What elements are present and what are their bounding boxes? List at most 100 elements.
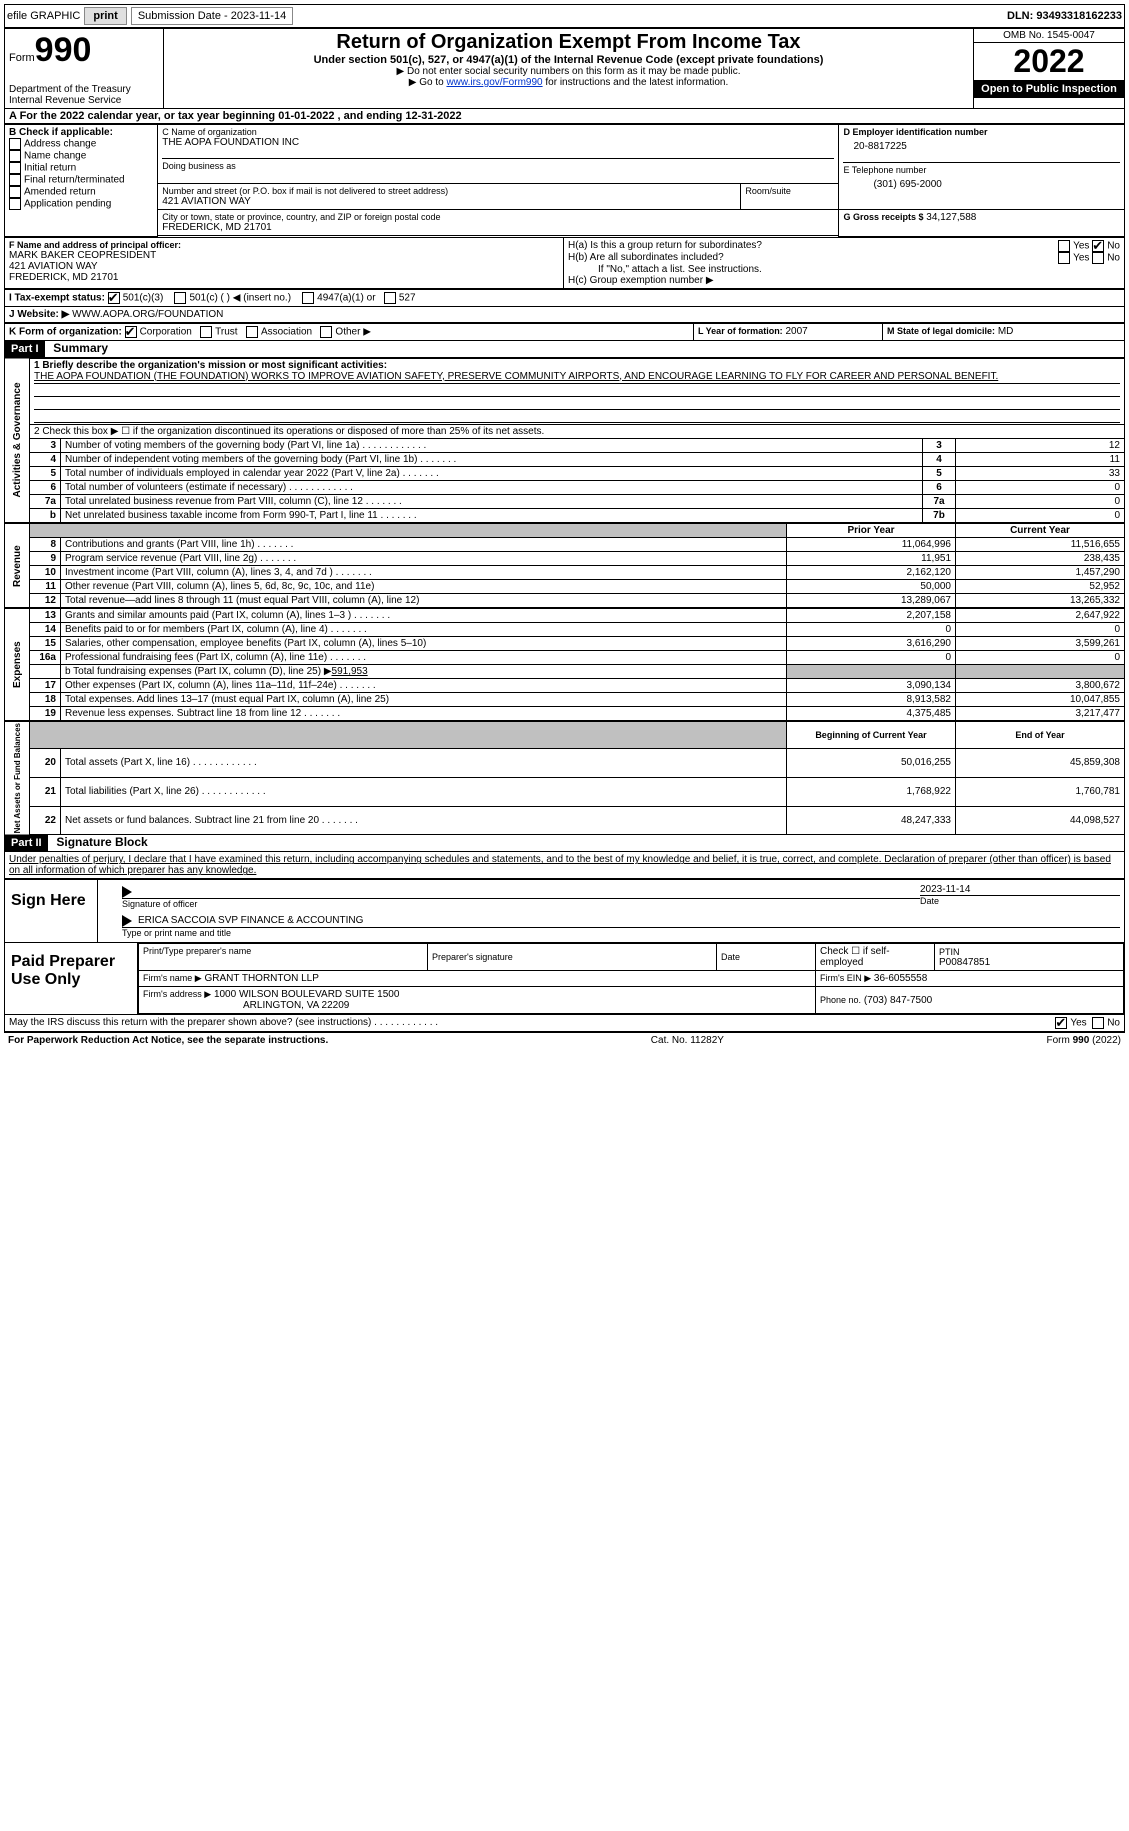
ln8-num: 8 xyxy=(30,538,61,552)
line-10: 10Investment income (Part VIII, column (… xyxy=(5,566,1125,580)
ln21-end: 1,760,781 xyxy=(956,777,1125,806)
hb-yes-check[interactable] xyxy=(1058,252,1070,264)
ln21-text: Total liabilities (Part X, line 26) xyxy=(65,786,266,797)
ln12-text: Total revenue—add lines 8 through 11 (mu… xyxy=(65,595,419,606)
firm-addr-label: Firm's address ▶ xyxy=(143,989,211,999)
room-suite-cell: Room/suite xyxy=(741,184,839,210)
discuss-yes-check[interactable] xyxy=(1055,1017,1067,1029)
section-g: G Gross receipts $ 34,127,588 xyxy=(839,210,1125,237)
i-501c-check[interactable] xyxy=(174,292,186,304)
type-name-label: Type or print name and title xyxy=(122,928,1120,938)
firm-name: GRANT THORNTON LLP xyxy=(204,973,318,984)
ln18-num: 18 xyxy=(30,693,61,707)
ln16b-val: 591,953 xyxy=(332,666,368,677)
print-button[interactable]: print xyxy=(84,7,126,25)
hb-label: H(b) Are all subordinates included? xyxy=(568,252,724,264)
line-9: 9Program service revenue (Part VIII, lin… xyxy=(5,552,1125,566)
check-address-change[interactable] xyxy=(9,138,21,150)
c-name-label: C Name of organization xyxy=(162,127,834,137)
ln8-text: Contributions and grants (Part VIII, lin… xyxy=(65,539,293,550)
mission-text: THE AOPA FOUNDATION (THE FOUNDATION) WOR… xyxy=(34,371,1120,384)
omb-number: OMB No. 1545-0047 xyxy=(974,29,1124,43)
ln4-num: 4 xyxy=(30,452,61,466)
col-current-year: Current Year xyxy=(956,524,1125,538)
ln9-num: 9 xyxy=(30,552,61,566)
ln6-text: Total number of volunteers (estimate if … xyxy=(65,482,353,493)
section-i: I Tax-exempt status: 501(c)(3) 501(c) ( … xyxy=(5,289,1125,306)
ln7b-val: 0 xyxy=(956,508,1125,522)
discuss-text: May the IRS discuss this return with the… xyxy=(9,1017,438,1028)
section-f-h: F Name and address of principal officer:… xyxy=(4,237,1125,289)
vlabel-activities: Activities & Governance xyxy=(5,358,30,523)
section-j: J Website: ▶ WWW.AOPA.ORG/FOUNDATION xyxy=(5,306,1125,322)
line-16b: b Total fundraising expenses (Part IX, c… xyxy=(5,665,1125,679)
ein-label: D Employer identification number xyxy=(843,127,1120,137)
i-527: 527 xyxy=(399,292,416,303)
discuss-no-check[interactable] xyxy=(1092,1017,1104,1029)
k-corp-check[interactable] xyxy=(125,326,137,338)
k-other-check[interactable] xyxy=(320,326,332,338)
row-a-tax-year: A For the 2022 calendar year, or tax yea… xyxy=(4,109,1125,124)
line-7b: bNet unrelated business taxable income f… xyxy=(5,508,1125,522)
i-501c3-check[interactable] xyxy=(108,292,120,304)
ln22-text: Net assets or fund balances. Subtract li… xyxy=(65,815,358,826)
k-trust-check[interactable] xyxy=(200,326,212,338)
ln7b-text: Net unrelated business taxable income fr… xyxy=(65,510,417,521)
line-21: 21Total liabilities (Part X, line 26)1,7… xyxy=(5,777,1125,806)
ln7a-text: Total unrelated business revenue from Pa… xyxy=(65,496,402,507)
cat-number: Cat. No. 11282Y xyxy=(651,1035,724,1046)
k-assoc-check[interactable] xyxy=(246,326,258,338)
ha-no-check[interactable] xyxy=(1092,240,1104,252)
line-6: 6 Total number of volunteers (estimate if… xyxy=(5,480,1125,494)
ln17-current: 3,800,672 xyxy=(956,679,1125,693)
ln13-num: 13 xyxy=(30,609,61,623)
i-527-check[interactable] xyxy=(384,292,396,304)
ln19-num: 19 xyxy=(30,707,61,721)
part2-title: Signature Block xyxy=(50,833,153,851)
efile-label: efile GRAPHIC xyxy=(7,10,80,22)
ln22-num: 22 xyxy=(30,806,61,835)
ha-yes: Yes xyxy=(1073,240,1089,251)
check-final-return[interactable] xyxy=(9,174,21,186)
check-amended[interactable] xyxy=(9,186,21,198)
ln14-prior: 0 xyxy=(787,623,956,637)
form-word: Form xyxy=(9,52,35,64)
ln11-current: 52,952 xyxy=(956,580,1125,594)
city-label: City or town, state or province, country… xyxy=(162,212,834,222)
ln3-num: 3 xyxy=(30,438,61,452)
instruction-2: ▶ Go to www.irs.gov/Form990 for instruct… xyxy=(168,77,969,88)
ln7b-box: 7b xyxy=(923,508,956,522)
phone-label: E Telephone number xyxy=(843,162,1120,175)
instr2-pre: ▶ Go to xyxy=(409,77,447,88)
section-i-j: I Tax-exempt status: 501(c)(3) 501(c) ( … xyxy=(4,289,1125,323)
section-m: M State of legal domicile: MD xyxy=(883,323,1125,340)
check-initial-return[interactable] xyxy=(9,162,21,174)
k-label: K Form of organization: xyxy=(9,326,122,337)
vlabel-netassets: Net Assets or Fund Balances xyxy=(5,722,30,835)
triangle-icon-2 xyxy=(122,915,132,927)
ha-label: H(a) Is this a group return for subordin… xyxy=(568,240,762,252)
street-label: Number and street (or P.O. box if mail i… xyxy=(162,186,736,196)
part1-table: Activities & Governance 1 Briefly descri… xyxy=(4,358,1125,524)
ln17-text: Other expenses (Part IX, column (A), lin… xyxy=(65,680,376,691)
ln3-val: 12 xyxy=(956,438,1125,452)
check-name-change[interactable] xyxy=(9,150,21,162)
hb-no-check[interactable] xyxy=(1092,252,1104,264)
ln14-text: Benefits paid to or for members (Part IX… xyxy=(65,624,367,635)
discuss-row: May the IRS discuss this return with the… xyxy=(4,1015,1125,1032)
part1-title: Summary xyxy=(47,339,114,357)
irs-link[interactable]: www.irs.gov/Form990 xyxy=(446,77,542,88)
ln22-end: 44,098,527 xyxy=(956,806,1125,835)
section-k: K Form of organization: Corporation Trus… xyxy=(5,323,694,340)
ln7a-box: 7a xyxy=(923,494,956,508)
i-4947-check[interactable] xyxy=(302,292,314,304)
line-17: 17Other expenses (Part IX, column (A), l… xyxy=(5,679,1125,693)
line-12: 12Total revenue—add lines 8 through 11 (… xyxy=(5,594,1125,608)
ha-yes-check[interactable] xyxy=(1058,240,1070,252)
ln6-num: 6 xyxy=(30,480,61,494)
ein-value: 20-8817225 xyxy=(843,137,1120,162)
opt-name-change: Name change xyxy=(24,151,86,162)
check-app-pending[interactable] xyxy=(9,198,21,210)
ln15-num: 15 xyxy=(30,637,61,651)
officer-name: MARK BAKER CEOPRESIDENT xyxy=(9,250,559,261)
